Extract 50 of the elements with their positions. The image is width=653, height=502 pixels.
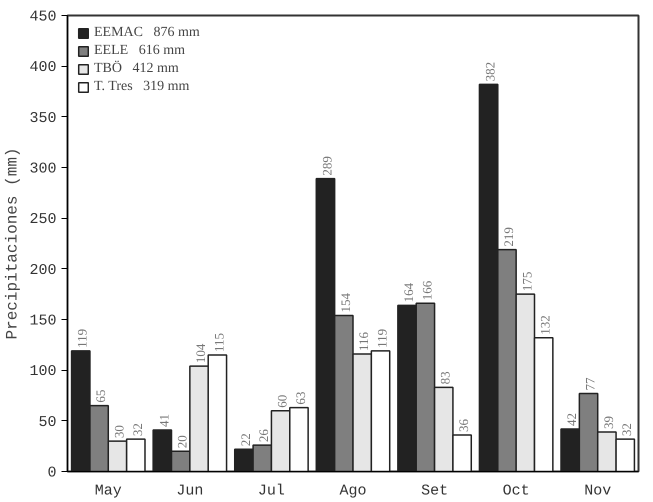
data-label: 20 [174,435,190,448]
y-tick-label: 350 [29,110,57,127]
legend-label: T. Tres 319 mm [94,79,190,95]
legend-label: EELE 616 mm [94,43,185,59]
data-label: 382 [482,62,498,82]
data-label: 32 [130,423,145,436]
data-label: 42 [564,412,580,426]
data-label: 63 [292,392,308,405]
data-label: 22 [238,433,253,446]
data-label: 164 [401,282,416,302]
data-label: 36 [456,418,472,432]
legend-label: EEMAC 876 mm [94,25,200,41]
data-label: 32 [619,423,634,436]
data-label: 39 [600,416,616,429]
data-label: 41 [156,414,172,427]
data-label: 219 [500,227,516,247]
y-tick-label: 250 [29,211,57,228]
y-tick-label: 450 [29,8,57,26]
x-tick-label: Set [421,482,448,500]
data-label: 26 [256,428,272,442]
y-tick-label: 50 [38,414,57,431]
data-label: 60 [274,394,290,408]
data-label: 132 [538,315,553,335]
legend-label: TBÖ 412 mm [94,61,179,77]
data-label: 119 [374,328,390,348]
data-label: 115 [211,332,226,352]
data-label: 83 [438,371,453,384]
y-tick-label: 200 [29,262,57,279]
y-tick-label: 300 [29,160,57,178]
data-label: 77 [582,376,598,390]
data-label: 154 [338,292,353,312]
y-tick-label: 150 [29,312,57,330]
data-label: 116 [356,331,372,351]
data-label: 30 [111,425,126,438]
data-label: 119 [74,328,90,348]
y-axis-title: Precipitaciones (mm) [3,147,22,340]
x-tick-label: Jun [176,482,204,500]
y-tick-label: 0 [48,464,57,482]
data-label: 166 [419,280,434,300]
x-tick-label: Ago [340,482,367,500]
y-tick-label: 400 [29,59,57,76]
x-tick-label: May [94,482,122,500]
x-tick-label: Nov [584,482,612,500]
data-label: 104 [193,343,208,364]
x-tick-label: Jul [258,482,285,500]
x-tick-label: Oct [502,482,530,500]
data-label: 289 [319,156,334,176]
data-label: 175 [519,272,534,292]
y-tick-label: 100 [29,363,57,380]
data-label: 65 [93,390,108,403]
